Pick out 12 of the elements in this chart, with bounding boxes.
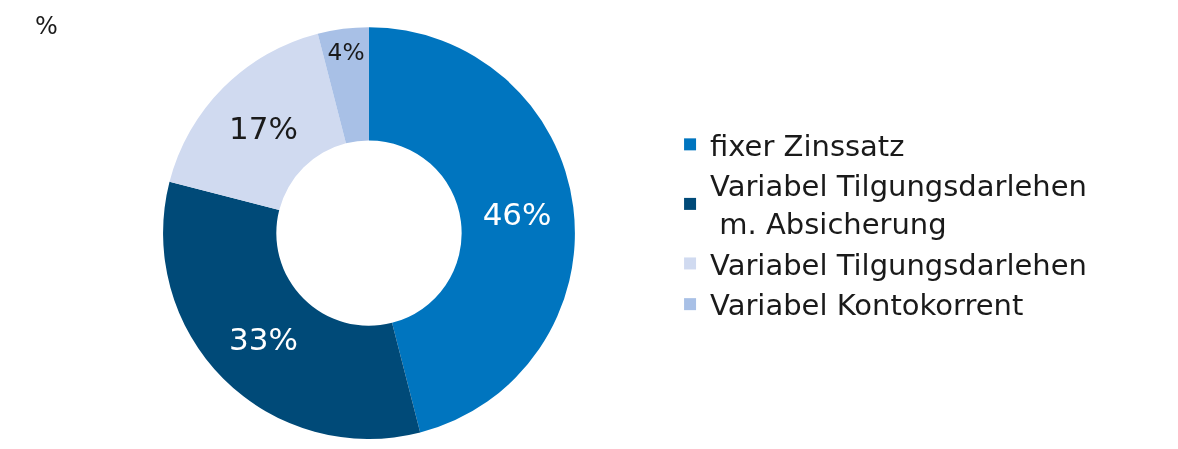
legend-label: Variabel Tilgungsdarlehen m. Absicherung xyxy=(710,169,1087,242)
donut-slice xyxy=(368,27,575,433)
legend-label: Variabel Tilgungsdarlehen xyxy=(710,247,1087,282)
donut-slice xyxy=(163,181,421,439)
text: % xyxy=(35,12,58,40)
data-label: 46% xyxy=(482,196,552,233)
donut-slice xyxy=(317,27,369,144)
legend-label: Variabel Kontokorrent xyxy=(710,288,1024,323)
data-label: 17% xyxy=(228,109,298,146)
data-label: 33% xyxy=(228,320,298,357)
legend-label: fixer Zinssatz xyxy=(710,128,905,163)
data-label: 4% xyxy=(327,37,365,65)
